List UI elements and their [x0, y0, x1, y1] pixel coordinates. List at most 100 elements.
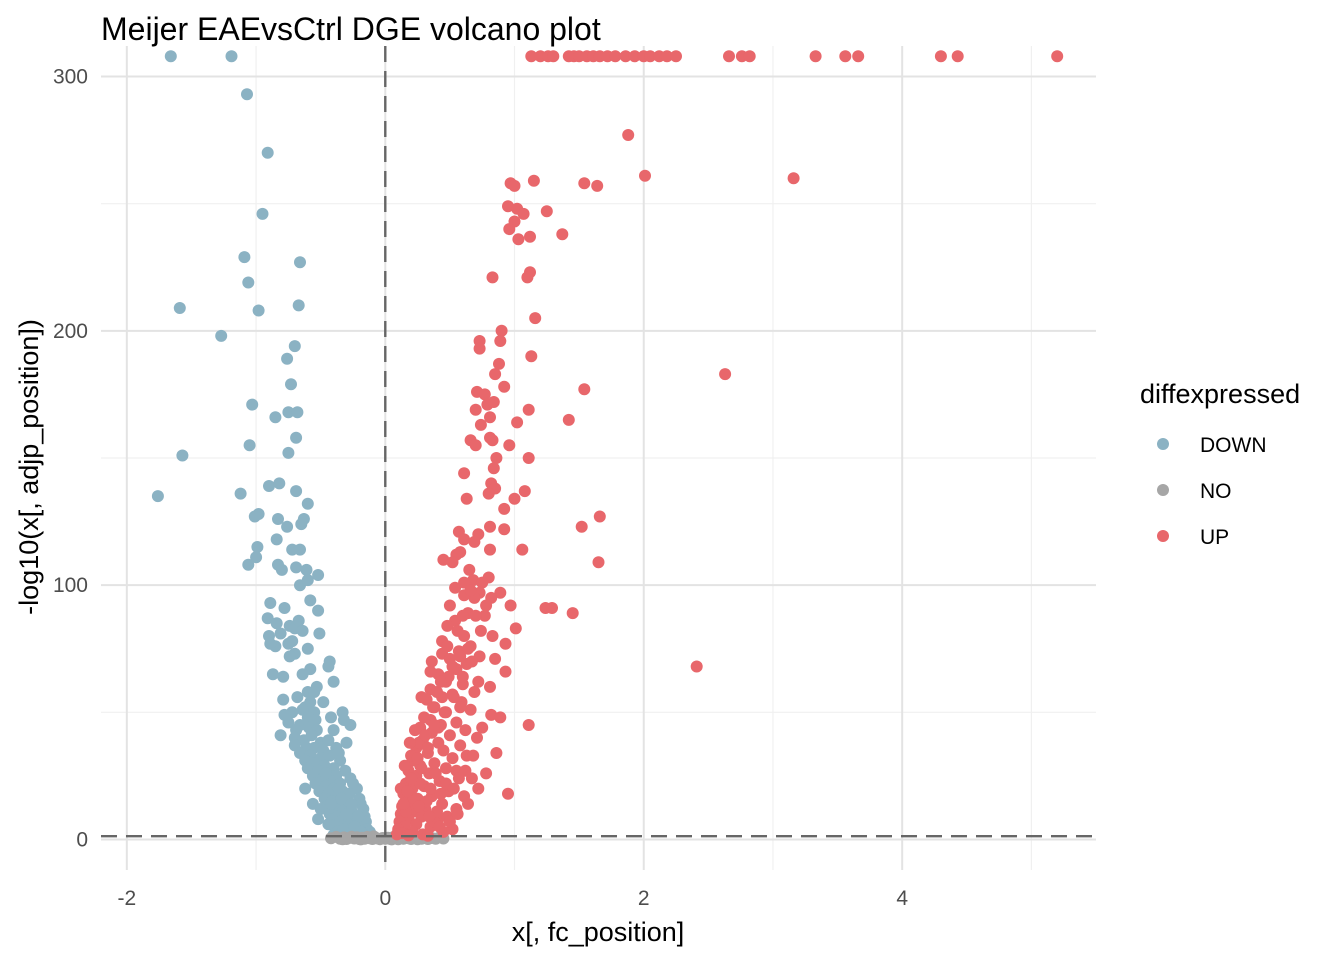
point-down	[274, 627, 287, 640]
point-up	[437, 553, 450, 566]
point-up	[556, 228, 569, 241]
point-down	[319, 767, 332, 780]
point-up	[401, 785, 414, 798]
point-up	[438, 706, 451, 719]
point-down	[308, 686, 321, 698]
point-up	[467, 574, 480, 587]
point-up	[428, 719, 441, 731]
point-up	[411, 752, 424, 765]
point-down	[251, 541, 264, 553]
point-up	[508, 492, 521, 505]
point-up	[524, 230, 536, 243]
point-up	[458, 467, 471, 480]
point-up	[484, 543, 496, 556]
point-up	[468, 535, 481, 548]
point-up	[494, 335, 507, 347]
point-up	[547, 50, 560, 63]
point-up	[473, 342, 486, 355]
point-up	[446, 660, 459, 673]
point-down	[270, 617, 283, 630]
point-down	[340, 808, 353, 820]
legend: diffexpressed DOWN NO UP	[1140, 379, 1300, 549]
point-up	[522, 403, 535, 416]
point-up	[522, 452, 535, 464]
point-down	[301, 497, 314, 510]
point-up	[529, 312, 542, 325]
point-up	[934, 50, 947, 63]
point-up	[516, 543, 529, 556]
point-up	[486, 630, 499, 642]
point-up	[456, 609, 469, 622]
point-up	[499, 637, 512, 650]
point-no	[367, 830, 380, 843]
point-up	[454, 650, 467, 663]
point-down	[261, 612, 274, 625]
point-up	[465, 655, 478, 668]
point-up	[591, 179, 604, 192]
point-up	[464, 584, 477, 597]
point-up	[517, 207, 530, 220]
point-up	[419, 729, 432, 742]
point-up	[723, 50, 735, 63]
point-up	[476, 576, 489, 589]
point-up	[437, 744, 450, 757]
point-up	[809, 50, 822, 63]
y-axis-title: -log10(x[, adjp_position])	[14, 319, 44, 615]
point-down	[323, 749, 336, 762]
point-up	[462, 797, 474, 810]
point-up	[661, 50, 673, 63]
reference-lines	[101, 46, 1096, 870]
point-up	[527, 174, 540, 187]
point-up	[498, 523, 511, 536]
point-down	[299, 782, 312, 795]
point-up	[619, 50, 632, 63]
point-up	[487, 396, 500, 408]
point-up	[540, 205, 553, 218]
x-axis-title: x[, fc_position]	[512, 917, 685, 947]
point-up	[398, 759, 411, 772]
point-down	[264, 637, 277, 650]
point-up	[509, 622, 522, 635]
point-down	[281, 520, 294, 533]
y-axis-ticks: 0 100 200 300	[53, 66, 88, 852]
point-up	[562, 413, 575, 426]
point-up	[546, 602, 558, 614]
data-points	[151, 50, 1064, 846]
point-up	[490, 747, 503, 759]
point-down	[332, 782, 345, 795]
point-up	[443, 815, 456, 828]
x-tick-label: 2	[638, 887, 650, 910]
point-down	[345, 797, 358, 810]
point-up	[451, 624, 464, 637]
point-up	[469, 609, 482, 622]
point-down	[304, 594, 317, 607]
point-down	[296, 624, 309, 637]
point-up	[521, 271, 534, 284]
point-down	[256, 207, 269, 220]
point-up	[431, 686, 443, 698]
point-down	[281, 352, 294, 365]
point-down	[290, 485, 303, 498]
point-down	[312, 569, 325, 581]
point-down	[290, 561, 303, 574]
point-up	[578, 383, 591, 396]
point-up	[397, 797, 410, 810]
x-tick-label: 4	[896, 887, 908, 910]
point-up	[467, 749, 480, 762]
point-up	[522, 719, 535, 731]
point-up	[441, 619, 454, 632]
point-up	[469, 403, 482, 416]
grid	[101, 46, 1096, 870]
point-up	[451, 808, 464, 820]
point-up	[478, 609, 491, 622]
point-up	[486, 271, 499, 284]
point-up	[484, 520, 496, 533]
point-down	[246, 398, 259, 411]
point-up	[502, 200, 514, 213]
point-down	[283, 650, 296, 663]
point-down	[295, 518, 308, 531]
point-up	[502, 787, 514, 800]
point-up	[427, 701, 440, 714]
point-down	[278, 602, 291, 614]
point-down	[273, 477, 286, 490]
